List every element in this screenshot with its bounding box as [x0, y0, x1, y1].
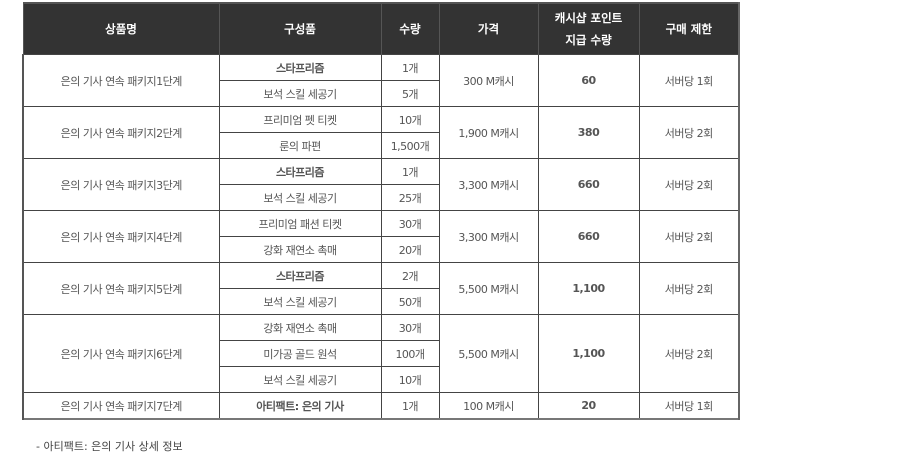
package-limit: 서버당 1회	[638, 392, 740, 420]
package-price: 100 M캐시	[438, 392, 539, 420]
item-label: 프리미엄 패션 티켓	[218, 210, 382, 237]
header-points-line1: 캐시샵 포인트	[554, 11, 623, 25]
package-name: 은의 기사 연속 패키지7단계	[22, 392, 220, 420]
table-row: 은의 기사 연속 패키지4단계 프리미엄 패션 티켓 30개 3,300 M캐시…	[22, 210, 740, 263]
item-label: 스타프리즘	[218, 262, 382, 289]
package-limit: 서버당 2회	[638, 314, 740, 393]
package-name: 은의 기사 연속 패키지6단계	[22, 314, 220, 393]
item-label: 보석 스킬 세공기	[218, 184, 382, 211]
item-label: 강화 재연소 촉매	[218, 236, 382, 263]
table-row: 강화 재연소 촉매 20개	[23, 236, 739, 263]
header-items: 구성품	[218, 3, 382, 55]
item-label: 스타프리즘	[218, 54, 382, 81]
table-row: 보석 스킬 세공기 25개	[23, 184, 739, 211]
package-points: 660	[537, 158, 640, 211]
package-limit: 서버당 2회	[638, 106, 740, 159]
table-row: 미가공 골드 원석 100개	[23, 340, 739, 367]
header-qty: 수량	[380, 3, 440, 55]
table-row: 보석 스킬 세공기 5개	[23, 80, 739, 107]
table-row: 은의 기사 연속 패키지6단계 강화 재연소 촉매 30개 5,500 M캐시 …	[22, 314, 740, 393]
package-price: 300 M캐시	[438, 54, 539, 107]
package-table: 상품명 구성품 수량 가격 캐시샵 포인트 지급 수량 구매 제한 은의 기사 …	[22, 2, 740, 420]
item-label: 프리미엄 펫 티켓	[218, 106, 382, 133]
item-qty: 10개	[380, 366, 440, 393]
table-row: 보석 스킬 세공기 50개	[23, 288, 739, 315]
table-row: 은의 기사 연속 패키지2단계 프리미엄 펫 티켓 10개 1,900 M캐시 …	[22, 106, 740, 159]
item-qty: 25개	[380, 184, 440, 211]
item-label: 강화 재연소 촉매	[218, 314, 382, 341]
package-price: 3,300 M캐시	[438, 210, 539, 263]
item-label: 룬의 파편	[218, 132, 382, 159]
item-qty: 1개	[380, 54, 440, 81]
header-name: 상품명	[22, 3, 220, 55]
package-limit: 서버당 2회	[638, 210, 740, 263]
table-row: 은의 기사 연속 패키지3단계 스타프리즘 1개 3,300 M캐시 660 서…	[22, 158, 740, 211]
header-points-line2: 지급 수량	[565, 33, 612, 47]
item-qty: 1개	[380, 392, 440, 420]
package-limit: 서버당 2회	[638, 262, 740, 315]
package-points: 60	[537, 54, 640, 107]
header-row: 상품명 구성품 수량 가격 캐시샵 포인트 지급 수량 구매 제한	[22, 3, 740, 55]
item-qty: 2개	[380, 262, 440, 289]
package-name: 은의 기사 연속 패키지2단계	[22, 106, 220, 159]
header-limit: 구매 제한	[638, 3, 740, 55]
package-points: 380	[537, 106, 640, 159]
package-points: 1,100	[537, 314, 640, 393]
package-name: 은의 기사 연속 패키지1단계	[22, 54, 220, 107]
package-price: 1,900 M캐시	[438, 106, 539, 159]
item-qty: 30개	[380, 314, 440, 341]
item-qty: 50개	[380, 288, 440, 315]
item-qty: 1,500개	[380, 132, 440, 159]
item-label: 아티팩트: 은의 기사	[218, 392, 382, 420]
package-points: 1,100	[537, 262, 640, 315]
table-row: 은의 기사 연속 패키지7단계 아티팩트: 은의 기사 1개 100 M캐시 2…	[22, 392, 740, 420]
package-points: 660	[537, 210, 640, 263]
item-qty: 30개	[380, 210, 440, 237]
header-points: 캐시샵 포인트 지급 수량	[537, 3, 640, 55]
package-name: 은의 기사 연속 패키지4단계	[22, 210, 220, 263]
footnote-text: - 아티팩트: 은의 기사 상세 정보	[36, 440, 183, 453]
table-row: 은의 기사 연속 패키지5단계 스타프리즘 2개 5,500 M캐시 1,100…	[22, 262, 740, 315]
item-label: 스타프리즘	[218, 158, 382, 185]
item-label: 보석 스킬 세공기	[218, 366, 382, 393]
package-limit: 서버당 2회	[638, 158, 740, 211]
table-row: 보석 스킬 세공기 10개	[23, 366, 739, 393]
item-qty: 20개	[380, 236, 440, 263]
item-qty: 100개	[380, 340, 440, 367]
header-price: 가격	[438, 3, 539, 55]
item-label: 보석 스킬 세공기	[218, 288, 382, 315]
item-qty: 1개	[380, 158, 440, 185]
package-points: 20	[537, 392, 640, 420]
table-row: 은의 기사 연속 패키지1단계 스타프리즘 1개 300 M캐시 60 서버당 …	[22, 54, 740, 107]
item-qty: 10개	[380, 106, 440, 133]
package-name: 은의 기사 연속 패키지3단계	[22, 158, 220, 211]
package-price: 5,500 M캐시	[438, 262, 539, 315]
item-label: 보석 스킬 세공기	[218, 80, 382, 107]
item-label: 미가공 골드 원석	[218, 340, 382, 367]
package-name: 은의 기사 연속 패키지5단계	[22, 262, 220, 315]
package-price: 3,300 M캐시	[438, 158, 539, 211]
item-qty: 5개	[380, 80, 440, 107]
package-limit: 서버당 1회	[638, 54, 740, 107]
package-price: 5,500 M캐시	[438, 314, 539, 393]
